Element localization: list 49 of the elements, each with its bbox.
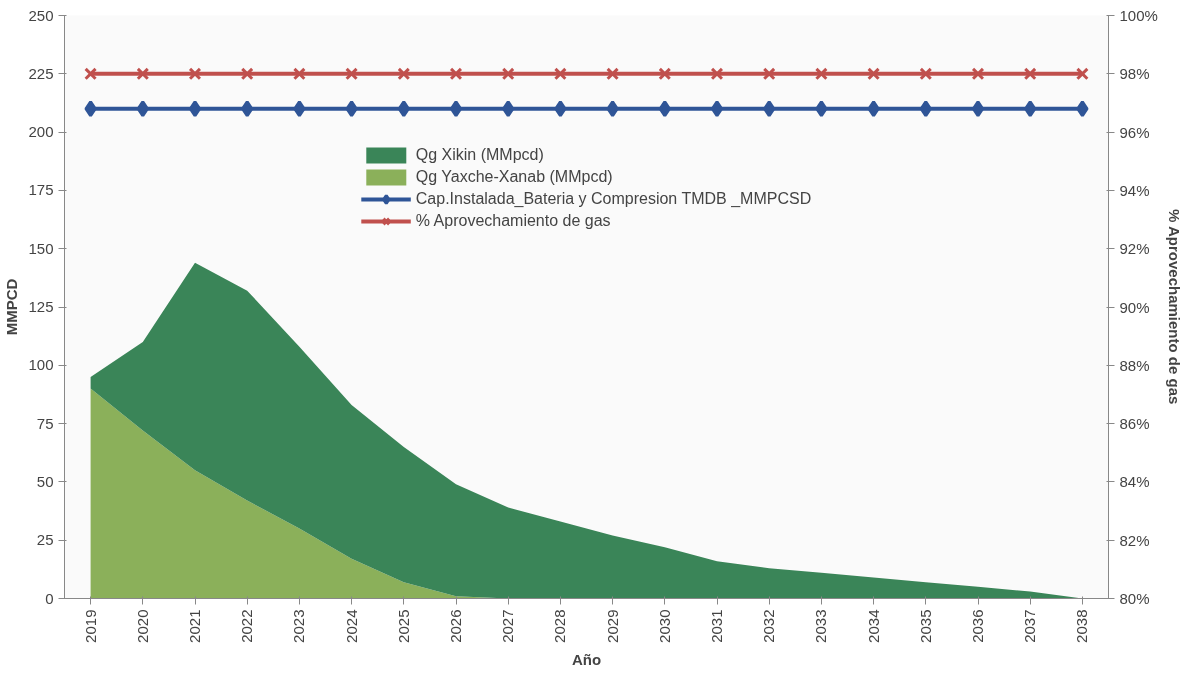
x-tick-label: 2033 <box>812 609 830 643</box>
x-tick-label: 2020 <box>133 609 151 643</box>
y-tick-label: 150 <box>28 239 54 257</box>
y2-tick-label: 84% <box>1119 473 1150 491</box>
x-axis-title: Año <box>571 650 602 668</box>
y-tick-label: 100 <box>28 356 54 374</box>
y2-tick-label: 92% <box>1119 240 1150 258</box>
y-tick-label: 250 <box>28 6 54 24</box>
y2-tick-label: 90% <box>1119 298 1150 316</box>
x-tick-label: 2019 <box>81 609 99 643</box>
y-tick-label: 200 <box>28 123 54 141</box>
y2-tick-label: 100% <box>1119 7 1158 24</box>
x-tick-label: 2021 <box>186 609 203 643</box>
x-tick-label: 2029 <box>603 609 621 643</box>
legend-label: Cap.Instalada_Bateria y Compresion TMDB _MMPCSD <box>415 190 812 208</box>
legend-label: Qg Yaxche-Xanab (MMpcd) <box>415 168 613 186</box>
x-tick-label: 2030 <box>655 609 673 643</box>
x-tick-label: 2025 <box>394 609 412 643</box>
x-tick-label: 2038 <box>1073 609 1091 643</box>
x-tick-label: 2024 <box>342 609 360 643</box>
x-tick-label: 2036 <box>969 609 986 643</box>
x-tick-label: 2035 <box>916 609 934 643</box>
y2-tick-label: 82% <box>1119 531 1150 549</box>
y-tick-label: 225 <box>28 64 54 82</box>
y2-tick-label: 88% <box>1119 356 1150 374</box>
x-tick-label: 2032 <box>760 609 778 643</box>
y-tick-label: 50 <box>36 472 54 490</box>
y2-tick-label: 96% <box>1119 123 1150 141</box>
y-tick-label: 25 <box>36 531 54 549</box>
x-tick-label: 2022 <box>238 609 256 643</box>
y-tick-label: 0 <box>45 589 54 607</box>
y-axis-title: MMPCD <box>3 278 21 336</box>
legend-label: % Aprovechamiento de gas <box>415 212 611 230</box>
x-tick-label: 2034 <box>864 609 882 643</box>
x-tick-label: 2023 <box>290 609 308 643</box>
x-tick-label: 2028 <box>551 609 569 643</box>
legend-label: Qg Xikin (MMpcd) <box>415 146 544 164</box>
x-tick-label: 2027 <box>499 609 517 643</box>
x-tick-label: 2031 <box>708 609 725 643</box>
x-tick-label: 2026 <box>447 609 464 643</box>
y2-tick-label: 80% <box>1119 590 1150 607</box>
y2-axis-title: % Aprovechamiento de gas <box>1165 209 1183 405</box>
x-tick-label: 2037 <box>1021 609 1039 643</box>
y-tick-label: 125 <box>28 298 54 315</box>
y2-tick-label: 98% <box>1119 65 1150 83</box>
y2-tick-label: 86% <box>1119 415 1150 433</box>
y-tick-label: 175 <box>28 181 54 199</box>
y2-tick-label: 94% <box>1119 181 1150 199</box>
y-tick-label: 75 <box>36 414 54 432</box>
